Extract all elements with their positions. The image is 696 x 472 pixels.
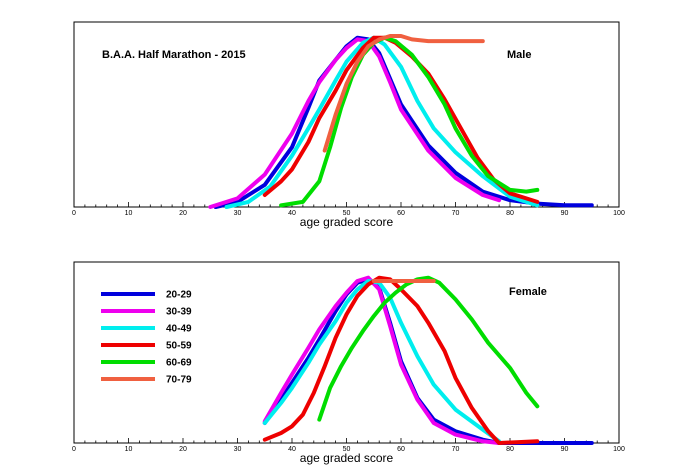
x-tick-label: 90 (561, 210, 569, 217)
female-panel: Female 0 10 20 30 40 50 60 70 80 90 100 age graded … (72, 261, 625, 465)
panel-label-male: Male (507, 49, 531, 61)
x-tick-label: 10 (125, 210, 133, 217)
x-axis-label: age graded score (300, 215, 394, 229)
x-tick-label: 50 (343, 210, 351, 217)
x-tick-label: 40 (288, 210, 296, 217)
series-line-60-69 (279, 35, 540, 208)
x-tick-label: 90 (561, 446, 569, 453)
x-tick-label: 70 (452, 446, 460, 453)
x-tick-label: 40 (288, 446, 296, 453)
x-tick-label: 100 (613, 446, 625, 453)
series-line-30-39 (208, 37, 502, 209)
x-tick-label: 30 (234, 446, 242, 453)
x-tick-label: 60 (397, 210, 405, 217)
series-line-30-39 (262, 275, 502, 445)
series-line-50-59 (262, 35, 540, 204)
x-tick-label: 30 (234, 210, 242, 217)
series-line-70-79 (322, 34, 485, 153)
x-tick-label: 80 (506, 210, 514, 217)
legend-label-40-49: 40-49 (166, 324, 192, 335)
male-panel: B.A.A. Half Marathon - 2015 Male 0 10 20 30… (72, 21, 625, 229)
series-line-40-49 (262, 279, 502, 444)
legend-label-50-59: 50-59 (166, 341, 192, 352)
legend-label-60-69: 60-69 (166, 358, 192, 369)
x-tick-label: 0 (72, 446, 76, 453)
x-tick-label: 60 (397, 446, 405, 453)
panel-label-female: Female (509, 286, 547, 298)
x-tick-label: 70 (452, 210, 460, 217)
x-tick-label: 100 (613, 210, 625, 217)
x-axis-label: age graded score (300, 451, 394, 465)
x-tick-label: 0 (72, 210, 76, 217)
x-tick-label: 20 (179, 446, 187, 453)
legend-label-70-79: 70-79 (166, 375, 192, 386)
x-tick-label: 20 (179, 210, 187, 217)
legend-label-30-39: 30-39 (166, 307, 192, 318)
x-tick-label: 80 (506, 446, 514, 453)
legend-label-20-29: 20-29 (166, 290, 192, 301)
series-line-50-59 (262, 275, 540, 445)
chart-title: B.A.A. Half Marathon - 2015 (102, 49, 246, 61)
x-tick-label: 10 (125, 446, 133, 453)
x-tick-label: 50 (343, 446, 351, 453)
legend: 20-29 30-39 40-49 50-59 60-69 70-79 (101, 290, 192, 386)
